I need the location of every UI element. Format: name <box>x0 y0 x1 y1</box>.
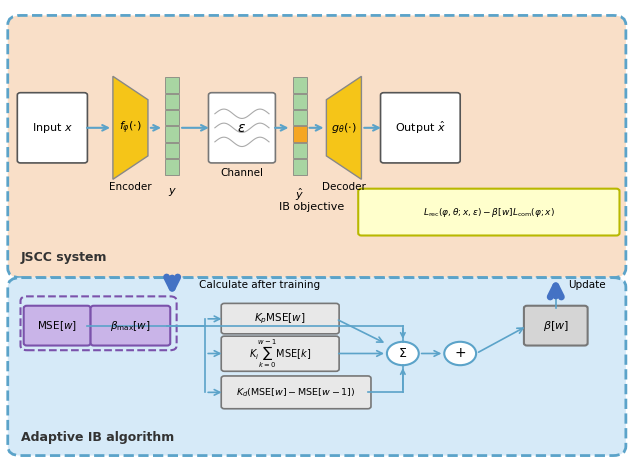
FancyBboxPatch shape <box>221 376 371 409</box>
Bar <box>292 143 307 158</box>
Text: Decoder: Decoder <box>322 182 366 192</box>
Bar <box>165 94 179 109</box>
Circle shape <box>387 342 419 365</box>
FancyBboxPatch shape <box>24 306 91 346</box>
FancyBboxPatch shape <box>8 16 626 277</box>
FancyBboxPatch shape <box>17 93 88 163</box>
Text: $\Sigma$: $\Sigma$ <box>398 347 408 360</box>
FancyBboxPatch shape <box>221 303 339 334</box>
Text: Adaptive IB algorithm: Adaptive IB algorithm <box>20 431 173 444</box>
Text: Channel: Channel <box>220 168 264 178</box>
Text: $\beta_{\rm max}[w]$: $\beta_{\rm max}[w]$ <box>110 319 150 333</box>
Text: $g_\theta(\cdot)$: $g_\theta(\cdot)$ <box>331 121 356 135</box>
Bar <box>292 159 307 175</box>
Text: Input $x$: Input $x$ <box>32 121 73 135</box>
Circle shape <box>444 342 476 365</box>
Text: $\varepsilon$: $\varepsilon$ <box>237 121 246 135</box>
Text: $K_d({\rm MSE}[w]-{\rm MSE}[w-1])$: $K_d({\rm MSE}[w]-{\rm MSE}[w-1])$ <box>236 386 356 398</box>
Text: $\hat{y}$: $\hat{y}$ <box>295 187 304 203</box>
FancyBboxPatch shape <box>209 93 275 163</box>
Text: Calculate after training: Calculate after training <box>199 280 320 290</box>
Text: $f_\varphi(\cdot)$: $f_\varphi(\cdot)$ <box>119 120 142 136</box>
Text: IB objective: IB objective <box>278 203 344 212</box>
Text: Encoder: Encoder <box>109 182 152 192</box>
Text: $y$: $y$ <box>168 187 177 198</box>
Bar <box>165 126 179 142</box>
FancyBboxPatch shape <box>524 306 588 346</box>
Text: MSE$[w]$: MSE$[w]$ <box>37 319 77 333</box>
Polygon shape <box>326 76 362 179</box>
Text: $L_{\rm rec}(\varphi,\theta;x,\varepsilon)-\beta[w]L_{\rm com}(\varphi;x)$: $L_{\rm rec}(\varphi,\theta;x,\varepsilo… <box>424 205 556 219</box>
Bar <box>165 110 179 125</box>
Bar <box>292 77 307 93</box>
Text: Update: Update <box>568 280 606 290</box>
FancyBboxPatch shape <box>381 93 460 163</box>
FancyBboxPatch shape <box>8 277 626 455</box>
Text: $K_p{\rm MSE}[w]$: $K_p{\rm MSE}[w]$ <box>254 311 306 326</box>
Text: $\beta[w]$: $\beta[w]$ <box>543 319 569 333</box>
FancyBboxPatch shape <box>358 189 620 236</box>
Text: JSCC system: JSCC system <box>20 251 107 264</box>
Bar <box>292 110 307 125</box>
Bar <box>165 77 179 93</box>
Bar <box>292 126 307 142</box>
Bar <box>165 159 179 175</box>
Text: $+$: $+$ <box>454 347 467 360</box>
Bar <box>292 94 307 109</box>
Polygon shape <box>113 76 148 179</box>
Text: Output $\hat{x}$: Output $\hat{x}$ <box>395 120 446 136</box>
FancyBboxPatch shape <box>91 306 170 346</box>
Text: $K_i\sum_{k=0}^{w-1}{\rm MSE}[k]$: $K_i\sum_{k=0}^{w-1}{\rm MSE}[k]$ <box>249 337 311 370</box>
FancyBboxPatch shape <box>221 336 339 371</box>
Bar <box>165 143 179 158</box>
